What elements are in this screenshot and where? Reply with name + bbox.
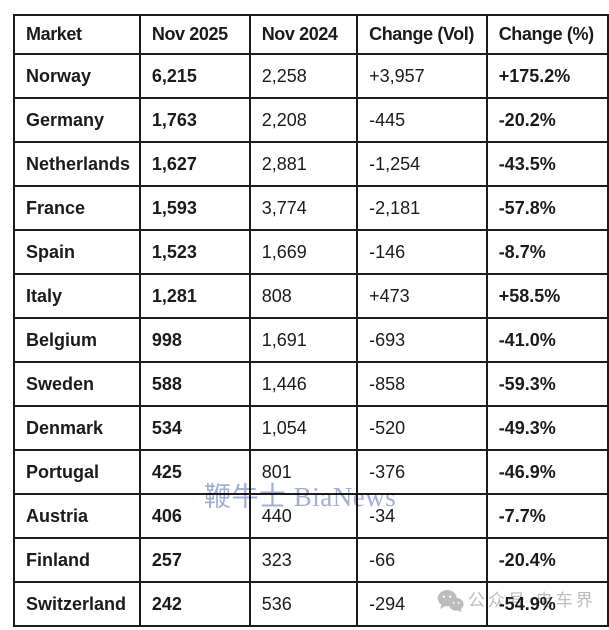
cell-nov-2025: 534 — [138, 405, 251, 451]
table-row: Switzerland 242 536 -294 -54.9% — [13, 581, 609, 627]
cell-change-vol: -693 — [356, 317, 488, 363]
cell-market: Finland — [13, 537, 141, 583]
cell-nov-2024: 2,258 — [248, 53, 359, 99]
cell-nov-2025: 1,593 — [138, 185, 251, 231]
cell-market: Spain — [13, 229, 141, 275]
cell-market: Netherlands — [13, 141, 141, 187]
cell-nov-2024: 808 — [248, 273, 359, 319]
table-row: Belgium 998 1,691 -693 -41.0% — [13, 317, 609, 363]
cell-change-pct: -54.9% — [485, 581, 609, 627]
cell-change-vol: -146 — [356, 229, 488, 275]
cell-change-vol: -858 — [356, 361, 488, 407]
table-row: Netherlands 1,627 2,881 -1,254 -43.5% — [13, 141, 609, 187]
table-row: France 1,593 3,774 -2,181 -57.8% — [13, 185, 609, 231]
column-header-nov-2024: Nov 2024 — [248, 14, 359, 55]
cell-market: France — [13, 185, 141, 231]
cell-nov-2024: 1,691 — [248, 317, 359, 363]
cell-market: Portugal — [13, 449, 141, 495]
cell-nov-2025: 998 — [138, 317, 251, 363]
table-row: Austria 406 440 -34 -7.7% — [13, 493, 609, 539]
cell-nov-2025: 1,281 — [138, 273, 251, 319]
cell-change-vol: +473 — [356, 273, 488, 319]
table-body: Norway 6,215 2,258 +3,957 +175.2% Germany 1,76… — [13, 53, 609, 627]
cell-change-pct: +175.2% — [485, 53, 609, 99]
cell-nov-2025: 1,627 — [138, 141, 251, 187]
cell-market: Germany — [13, 97, 141, 143]
cell-nov-2025: 6,215 — [138, 53, 251, 99]
table-row: Norway 6,215 2,258 +3,957 +175.2% — [13, 53, 609, 99]
column-header-nov-2025: Nov 2025 — [138, 14, 251, 55]
cell-change-pct: -49.3% — [485, 405, 609, 451]
table-row: Italy 1,281 808 +473 +58.5% — [13, 273, 609, 319]
cell-nov-2024: 536 — [248, 581, 359, 627]
cell-change-vol: -34 — [356, 493, 488, 539]
table-row: Finland 257 323 -66 -20.4% — [13, 537, 609, 583]
cell-market: Switzerland — [13, 581, 141, 627]
cell-nov-2025: 242 — [138, 581, 251, 627]
cell-market: Norway — [13, 53, 141, 99]
cell-nov-2025: 588 — [138, 361, 251, 407]
cell-market: Denmark — [13, 405, 141, 451]
cell-nov-2024: 3,774 — [248, 185, 359, 231]
cell-market: Italy — [13, 273, 141, 319]
cell-change-vol: -294 — [356, 581, 488, 627]
cell-change-vol: -66 — [356, 537, 488, 583]
table-row: Germany 1,763 2,208 -445 -20.2% — [13, 97, 609, 143]
cell-change-pct: -8.7% — [485, 229, 609, 275]
cell-change-pct: -20.2% — [485, 97, 609, 143]
table-row: Denmark 534 1,054 -520 -49.3% — [13, 405, 609, 451]
column-header-change-vol: Change (Vol) — [356, 14, 488, 55]
table-row: Portugal 425 801 -376 -46.9% — [13, 449, 609, 495]
cell-change-vol: -445 — [356, 97, 488, 143]
cell-change-pct: -41.0% — [485, 317, 609, 363]
cell-change-vol: -2,181 — [356, 185, 488, 231]
cell-market: Sweden — [13, 361, 141, 407]
column-header-market: Market — [13, 14, 141, 55]
cell-nov-2024: 801 — [248, 449, 359, 495]
cell-nov-2024: 2,881 — [248, 141, 359, 187]
cell-change-vol: -376 — [356, 449, 488, 495]
cell-change-pct: -57.8% — [485, 185, 609, 231]
cell-nov-2024: 1,054 — [248, 405, 359, 451]
cell-nov-2025: 1,763 — [138, 97, 251, 143]
column-header-change-pct: Change (%) — [485, 14, 609, 55]
cell-nov-2024: 2,208 — [248, 97, 359, 143]
cell-nov-2025: 257 — [138, 537, 251, 583]
cell-market: Belgium — [13, 317, 141, 363]
cell-change-pct: -46.9% — [485, 449, 609, 495]
table-row: Spain 1,523 1,669 -146 -8.7% — [13, 229, 609, 275]
cell-nov-2025: 1,523 — [138, 229, 251, 275]
cell-change-vol: -520 — [356, 405, 488, 451]
cell-change-pct: -20.4% — [485, 537, 609, 583]
table-row: Sweden 588 1,446 -858 -59.3% — [13, 361, 609, 407]
cell-change-pct: -43.5% — [485, 141, 609, 187]
cell-nov-2024: 1,669 — [248, 229, 359, 275]
cell-change-vol: +3,957 — [356, 53, 488, 99]
cell-nov-2025: 425 — [138, 449, 251, 495]
ev-sales-table: Market Nov 2025 Nov 2024 Change (Vol) Change… — [13, 14, 609, 627]
header-row: Market Nov 2025 Nov 2024 Change (Vol) Change… — [13, 14, 609, 55]
cell-nov-2024: 440 — [248, 493, 359, 539]
cell-change-pct: -7.7% — [485, 493, 609, 539]
cell-change-pct: -59.3% — [485, 361, 609, 407]
cell-nov-2025: 406 — [138, 493, 251, 539]
cell-change-vol: -1,254 — [356, 141, 488, 187]
cell-change-pct: +58.5% — [485, 273, 609, 319]
cell-market: Austria — [13, 493, 141, 539]
cell-nov-2024: 323 — [248, 537, 359, 583]
cell-nov-2024: 1,446 — [248, 361, 359, 407]
